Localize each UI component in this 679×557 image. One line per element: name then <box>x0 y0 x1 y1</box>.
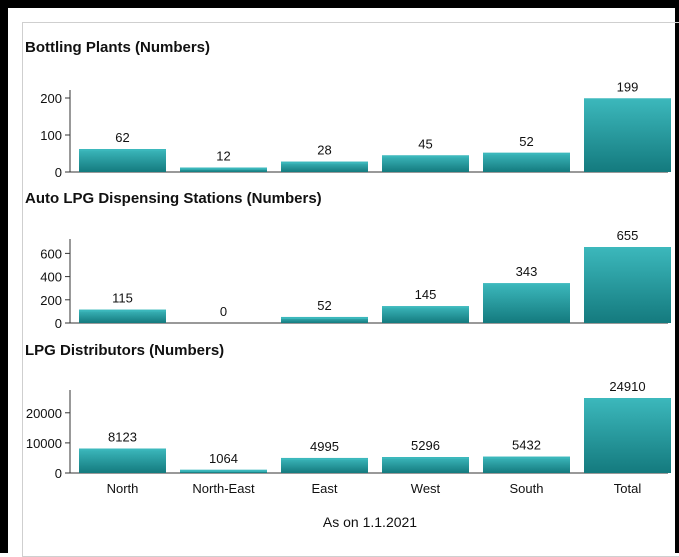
chart-panel-3: LPG Distributors (Numbers) 0 10000 20000 812… <box>25 342 671 496</box>
bar <box>483 456 570 473</box>
bar-top-edge <box>79 448 166 451</box>
bar <box>483 283 570 323</box>
bar-top-edge <box>483 283 570 286</box>
bar-top-edge <box>79 309 166 312</box>
bar <box>79 448 166 473</box>
bar-top-edge <box>483 152 570 155</box>
bar <box>79 309 166 323</box>
category-label: West <box>411 481 441 496</box>
bar-top-edge <box>281 316 368 319</box>
y-tick-label: 10000 <box>26 436 62 451</box>
data-label: 1064 <box>209 451 238 466</box>
y-tick-label: 0 <box>55 165 62 180</box>
bar <box>281 161 368 172</box>
data-label: 5432 <box>512 438 541 453</box>
bar-top-edge <box>584 247 671 249</box>
bar <box>584 98 671 172</box>
bar <box>584 398 671 473</box>
panel-title: LPG Distributors (Numbers) <box>25 342 224 359</box>
bar-top-edge <box>180 167 267 170</box>
bar <box>180 167 267 172</box>
y-tick-label: 200 <box>40 91 62 106</box>
bar-top-edge <box>483 456 570 459</box>
bar-top-edge <box>281 457 368 460</box>
category-label: North <box>107 481 139 496</box>
data-label: 24910 <box>609 379 645 394</box>
bar-top-edge <box>382 457 469 460</box>
category-label: East <box>311 481 337 496</box>
bar <box>281 457 368 473</box>
data-label: 4995 <box>310 439 339 454</box>
y-tick-label: 100 <box>40 128 62 143</box>
footer-note: As on 1.1.2021 <box>323 514 417 530</box>
data-label: 199 <box>617 79 639 94</box>
bar-top-edge <box>281 161 368 164</box>
data-label: 52 <box>317 298 331 313</box>
bar <box>382 306 469 323</box>
bar <box>281 316 368 323</box>
bar <box>79 149 166 172</box>
data-label: 8123 <box>108 430 137 445</box>
category-label: Total <box>614 481 642 496</box>
data-label: 655 <box>617 228 639 243</box>
panel-title: Auto LPG Dispensing Stations (Numbers) <box>25 190 322 207</box>
panel-title: Bottling Plants (Numbers) <box>25 39 210 56</box>
data-label: 45 <box>418 136 432 151</box>
bar-top-edge <box>584 398 671 400</box>
bar-top-edge <box>79 149 166 152</box>
data-label: 62 <box>115 130 129 145</box>
chart-panel-2: Auto LPG Dispensing Stations (Numbers) 0 2… <box>25 190 671 331</box>
bar <box>483 152 570 172</box>
bar <box>382 155 469 172</box>
y-tick-label: 0 <box>55 466 62 481</box>
category-label: North-East <box>192 481 255 496</box>
bar-top-edge <box>180 469 267 472</box>
data-label: 28 <box>317 143 331 158</box>
bar-top-edge <box>584 98 671 101</box>
y-tick-label: 200 <box>40 293 62 308</box>
data-label: 5296 <box>411 438 440 453</box>
bar <box>584 247 671 323</box>
y-tick-label: 20000 <box>26 406 62 421</box>
y-tick-label: 600 <box>40 246 62 261</box>
y-tick-label: 0 <box>55 316 62 331</box>
y-tick-label: 400 <box>40 270 62 285</box>
data-label: 343 <box>516 264 538 279</box>
data-label: 12 <box>216 149 230 164</box>
data-label: 52 <box>519 134 533 149</box>
bar-top-edge <box>382 306 469 309</box>
data-label: 115 <box>112 291 133 306</box>
data-label: 145 <box>415 287 437 302</box>
data-label: 0 <box>220 304 227 319</box>
chart-panel-1: Bottling Plants (Numbers) 0 100 200 62 12 28 45… <box>25 39 671 180</box>
category-label: South <box>510 481 544 496</box>
bar <box>382 457 469 473</box>
bar-top-edge <box>382 155 469 158</box>
